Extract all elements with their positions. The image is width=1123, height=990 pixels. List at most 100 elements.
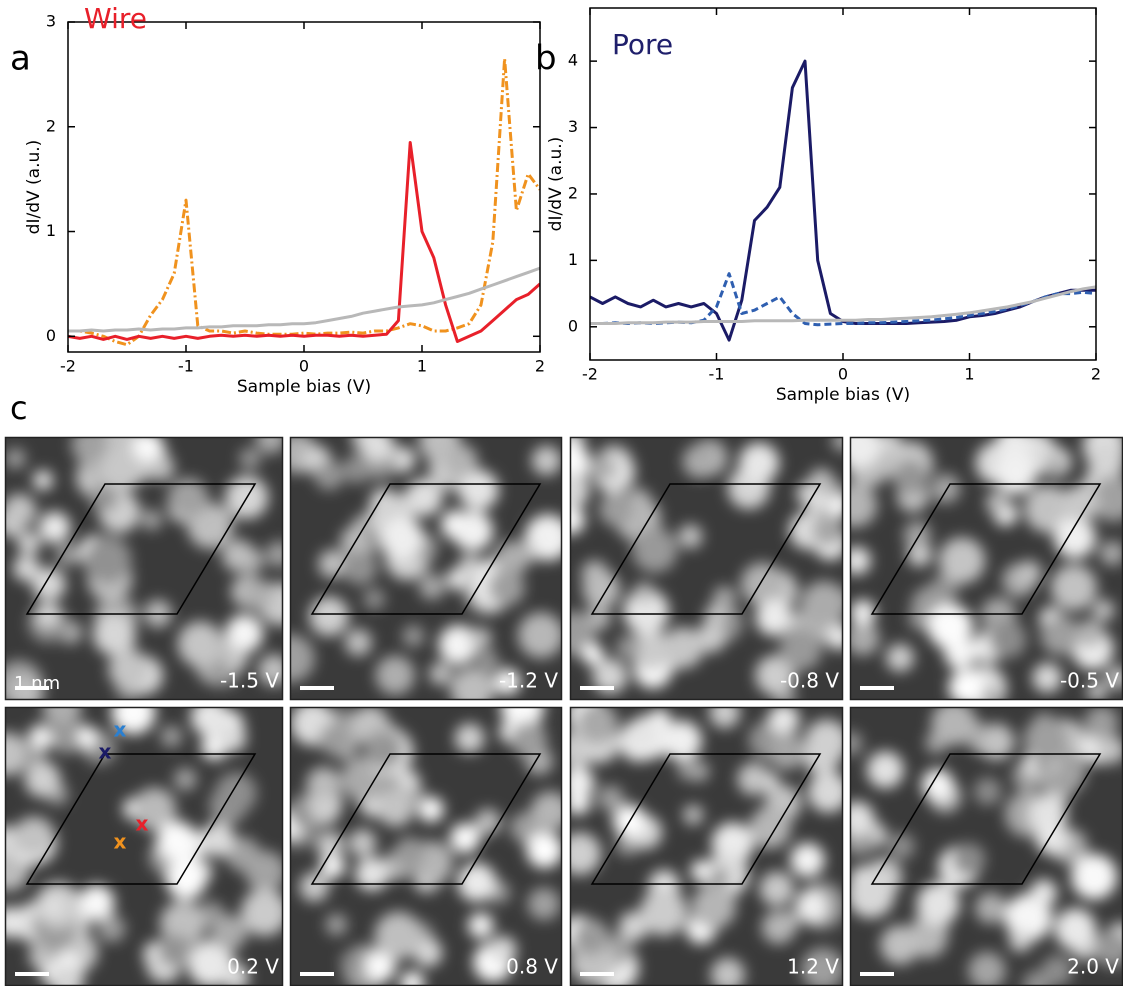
- bias-label: 1.2 V: [787, 955, 839, 979]
- blob: [255, 437, 283, 454]
- scale-bar: [580, 972, 614, 976]
- blob: [597, 785, 625, 812]
- blob: [363, 587, 386, 610]
- blob: [927, 603, 973, 650]
- blob: [306, 766, 341, 802]
- blob: [850, 621, 880, 656]
- site-marker: x: [136, 812, 149, 836]
- blob: [677, 758, 700, 781]
- blob: [418, 573, 445, 600]
- blob: [1023, 717, 1069, 763]
- bias-label: 0.8 V: [506, 955, 558, 979]
- plot-frame: [67, 21, 541, 353]
- blob: [570, 471, 590, 510]
- blob: [570, 766, 595, 800]
- blob: [832, 437, 843, 452]
- y-tick-label: 1: [46, 221, 56, 240]
- blob: [903, 521, 931, 549]
- blob: [662, 627, 704, 669]
- blob: [1071, 853, 1117, 900]
- blob: [1086, 680, 1108, 700]
- blob: [375, 655, 415, 695]
- blob: [586, 605, 612, 631]
- series-line: [590, 272, 1096, 327]
- blobs: [850, 437, 1123, 700]
- blob: [374, 911, 423, 960]
- blob: [759, 871, 795, 907]
- blob: [779, 628, 822, 671]
- blob: [1045, 454, 1067, 475]
- blob: [312, 798, 340, 826]
- blob: [737, 762, 770, 796]
- blob: [364, 730, 404, 770]
- bias-label: -1.5 V: [220, 669, 279, 693]
- blob: [132, 437, 164, 462]
- stm-image: [850, 437, 1123, 700]
- x-tick-label: 1: [417, 357, 427, 376]
- blob: [640, 888, 688, 936]
- blob: [755, 599, 793, 636]
- x-tick-label: 0: [299, 357, 309, 376]
- blob: [804, 719, 843, 764]
- blob: [165, 858, 207, 900]
- blob: [749, 806, 792, 849]
- bias-label: 0.2 V: [227, 955, 279, 979]
- blob: [995, 453, 1037, 495]
- blob: [167, 477, 209, 519]
- scale-bar: [580, 686, 614, 690]
- blob: [348, 829, 377, 858]
- blob: [1076, 619, 1104, 648]
- blob: [678, 524, 703, 549]
- unit-cell: [25, 483, 257, 615]
- blob: [381, 516, 424, 559]
- blob: [952, 842, 986, 877]
- blob: [78, 884, 115, 921]
- y-tick-label: 0: [568, 316, 578, 335]
- blob: [340, 951, 361, 972]
- blob: [581, 643, 604, 666]
- blobs: [570, 437, 843, 700]
- y-axis-label: dI/dV (a.u.): [24, 140, 44, 235]
- blob: [866, 751, 904, 789]
- blob: [755, 655, 796, 696]
- x-axis-label: Sample bias (V): [776, 385, 910, 405]
- blob: [1097, 735, 1123, 764]
- blobs: [850, 707, 1123, 986]
- blob: [177, 621, 224, 667]
- blob: [1035, 822, 1069, 855]
- blob: [221, 539, 255, 572]
- blob: [888, 833, 915, 860]
- blob: [24, 761, 61, 798]
- blob: [850, 546, 871, 575]
- bias-label: -1.2 V: [499, 669, 558, 693]
- bias-label: 2.0 V: [1067, 955, 1119, 979]
- x-tick-label: -2: [582, 365, 598, 384]
- blob: [97, 914, 126, 943]
- blob: [190, 707, 229, 737]
- blob: [592, 658, 628, 694]
- blob: [42, 707, 82, 729]
- blob: [429, 662, 452, 686]
- blob: [531, 445, 562, 476]
- blob: [477, 650, 499, 672]
- blob: [850, 870, 895, 919]
- blobs: [290, 437, 562, 700]
- blob: [618, 911, 649, 942]
- blob: [494, 668, 521, 695]
- stm-image: [290, 437, 562, 700]
- blob: [973, 777, 1002, 806]
- panel-label: b: [535, 39, 557, 79]
- site-marker: x: [114, 830, 127, 854]
- unit-cell: [25, 753, 257, 885]
- blob: [801, 947, 843, 986]
- blob: [458, 469, 499, 511]
- y-tick-label: 3: [46, 12, 56, 31]
- stm-image: [570, 437, 843, 700]
- blob: [50, 965, 84, 986]
- x-tick-label: 0: [838, 365, 848, 384]
- blob: [800, 581, 843, 629]
- blob: [365, 950, 396, 982]
- blob: [690, 442, 714, 467]
- image-frame: [569, 436, 844, 701]
- blob: [570, 443, 591, 482]
